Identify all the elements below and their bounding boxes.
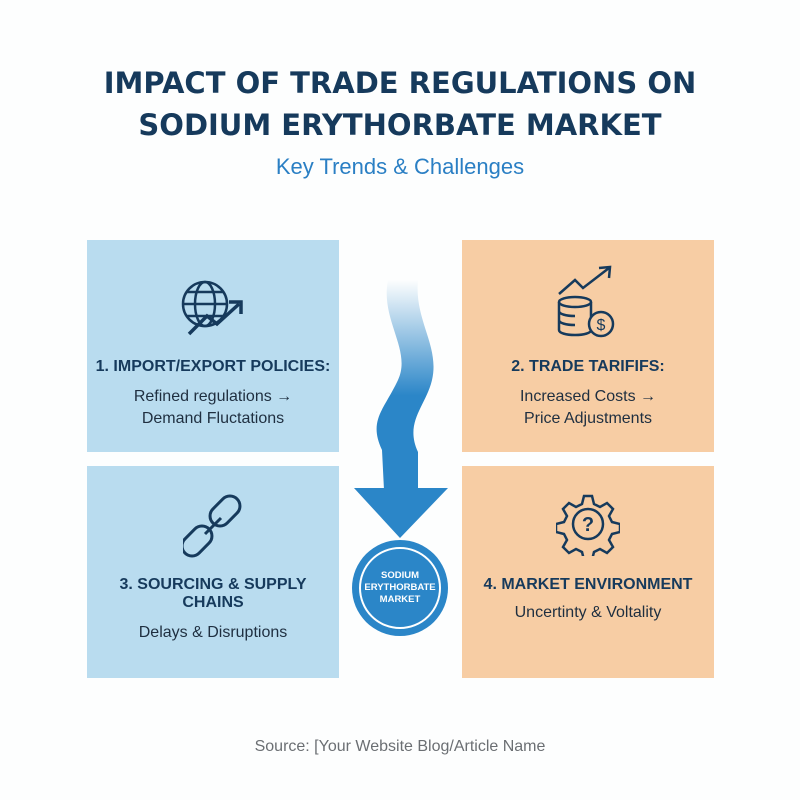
panel-trade-tariffs: $ 2. TRADE TARIFIFS: Increased Costs → P…	[462, 240, 714, 452]
globe-trend-icon	[181, 280, 243, 336]
description-line: Uncertinty & Voltality	[514, 604, 662, 621]
description-line: Refined regulations →	[133, 388, 293, 405]
badge-line: MARKET	[379, 594, 421, 605]
gear-question-icon: ?	[556, 494, 620, 556]
coins-dollar-trend-icon: $	[557, 265, 615, 338]
panel-market-environment: ? 4. MARKET ENVIRONMENT Uncertinty & Vol…	[462, 466, 714, 678]
description-line: Increased Costs →	[519, 388, 657, 405]
panel-heading: 3. SOURCING & SUPPLY CHAINS	[119, 576, 307, 611]
title-line-1: IMPACT OF TRADE REGULATIONS ON	[103, 66, 697, 100]
panel-heading: 2. TRADE TARIFIFS:	[511, 358, 665, 375]
description-line: Demand Fluctations	[141, 410, 285, 427]
panel-sourcing-supply: 3. SOURCING & SUPPLY CHAINS Delays & Dis…	[87, 466, 339, 678]
source-credit: Source: [Your Website Blog/Article Name	[254, 738, 546, 755]
panel-description: Uncertinty & Voltality	[462, 602, 714, 624]
panel-heading: 4. MARKET ENVIRONMENT	[483, 576, 693, 593]
chain-link-icon	[183, 494, 242, 558]
panel-import-export: 1. IMPORT/EXPORT POLICIES: Refined regul…	[87, 240, 339, 452]
panel-description: Delays & Disruptions	[87, 622, 339, 644]
title-line-2: SODIUM ERYTHORBATE MARKET	[138, 108, 662, 142]
panel-description: Refined regulations → Demand Fluctations	[87, 386, 339, 430]
panel-description: Increased Costs → Price Adjustments	[462, 386, 714, 430]
badge-line: ERYTHORBATE	[364, 582, 436, 593]
subtitle: Key Trends & Challenges	[275, 154, 525, 179]
page-title: IMPACT OF TRADE REGULATIONS ON SODIUM ER…	[0, 62, 800, 146]
panel-heading: 1. IMPORT/EXPORT POLICIES:	[95, 358, 331, 375]
wavy-down-arrow	[354, 280, 448, 538]
description-line: Delays & Disruptions	[138, 624, 288, 641]
description-line: Price Adjustments	[523, 410, 653, 427]
center-market-badge: SODIUM ERYTHORBATE MARKET	[352, 540, 448, 636]
svg-text:$: $	[597, 317, 606, 334]
svg-text:?: ?	[582, 514, 594, 536]
badge-line: SODIUM	[381, 570, 419, 581]
center-badge-label: SODIUM ERYTHORBATE MARKET	[359, 547, 441, 629]
